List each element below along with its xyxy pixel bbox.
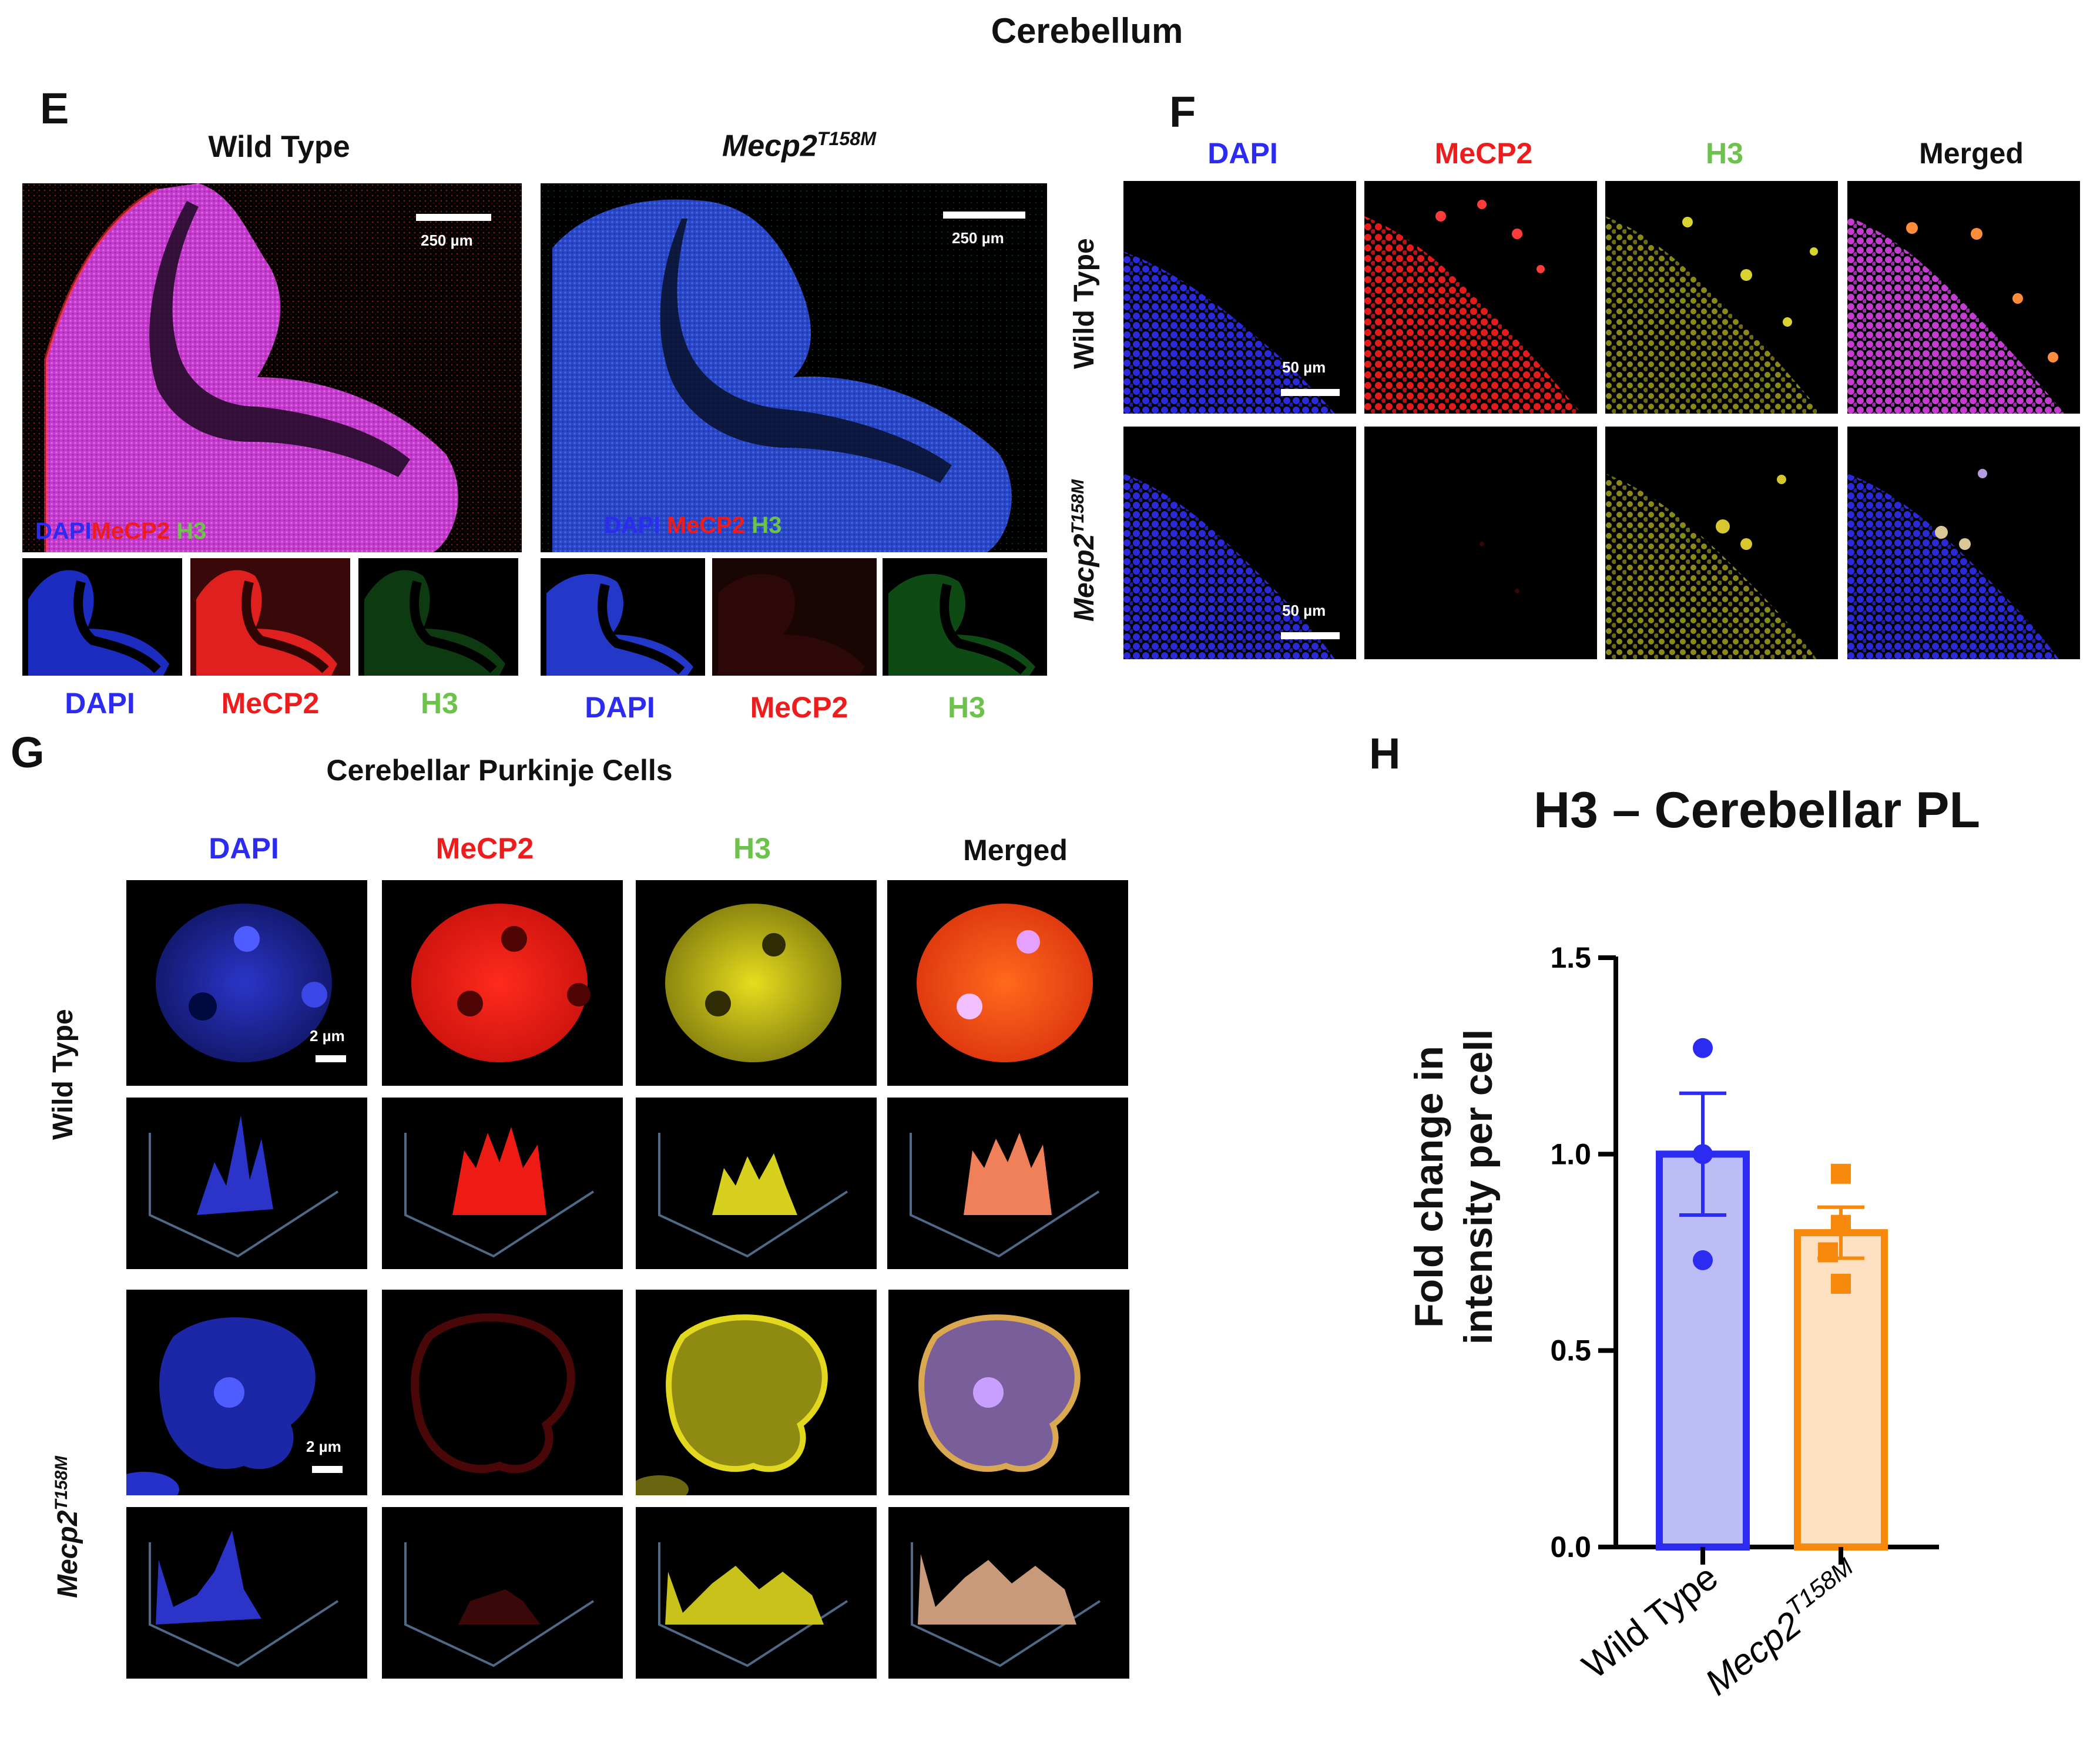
e-wildtype-overview-image: 250 µm DAPIMeCP2 H3 <box>22 183 522 552</box>
point-0-1 <box>1693 1144 1713 1165</box>
e-title-wild-type: Wild Type <box>208 130 350 164</box>
f-wt-mecp2-tile <box>1364 181 1597 414</box>
g-wt-scalebar <box>316 1055 346 1062</box>
x-label-1-base: Mecp2 <box>1698 1604 1809 1703</box>
e-wt-h3-tile <box>358 558 518 676</box>
y-tick-label-1: 0.5 <box>1550 1334 1591 1367</box>
f-col-mecp2: MeCP2 <box>1434 137 1533 170</box>
g-col-merged: Merged <box>963 834 1068 867</box>
f-wt-scalebar-label: 50 µm <box>1282 358 1326 376</box>
g-mut-mecp2-nucleus <box>382 1290 623 1495</box>
e-mut-scalebar <box>943 212 1025 219</box>
point-0-2 <box>1693 1250 1713 1270</box>
x-label-1-sup: T158M <box>1781 1553 1859 1622</box>
g-wt-merged-surface <box>887 1098 1128 1269</box>
g-mut-h3-nucleus <box>636 1290 877 1495</box>
f-mut-scalebar <box>1281 632 1340 639</box>
panel-letter-e: E <box>40 84 69 133</box>
g-mut-scalebar <box>312 1466 343 1473</box>
e-mut-overlay-legend: DAPI MeCP2 H3 <box>604 512 782 538</box>
g-col-dapi: DAPI <box>209 832 279 865</box>
e-mut-label-dapi: DAPI <box>585 691 655 724</box>
y-tick-label-2: 1.0 <box>1550 1137 1591 1170</box>
f-mut-h3-tile <box>1605 427 1838 659</box>
panel-letter-f: F <box>1169 88 1196 136</box>
e-mecp2-overview-image: 250 µm DAPI MeCP2 H3 <box>541 183 1047 552</box>
e-wt-label-dapi: DAPI <box>65 687 135 720</box>
point-1-1 <box>1831 1214 1851 1235</box>
point-1-3 <box>1831 1273 1851 1294</box>
y-tick-label-0: 0.0 <box>1550 1531 1591 1563</box>
f-row-mecp2: Mecp2T158M <box>1068 479 1100 622</box>
g-wt-merged-nucleus <box>887 880 1128 1086</box>
y-tick-label-3: 1.5 <box>1550 941 1591 974</box>
g-mut-h3-surface <box>636 1507 877 1679</box>
g-wt-mecp2-nucleus <box>382 880 623 1086</box>
e-wt-overlay-legend: DAPIMeCP2 H3 <box>35 518 207 544</box>
e-wt-mecp2-tile <box>190 558 350 676</box>
f-mut-dapi-tile: 50 µm <box>1123 427 1356 659</box>
g-mut-scalebar-label: 2 µm <box>306 1438 341 1455</box>
f-mut-scalebar-label: 50 µm <box>1282 602 1326 619</box>
point-1-0 <box>1831 1163 1851 1184</box>
e-mut-scalebar-label: 250 µm <box>952 229 1004 247</box>
bar-0 <box>1656 1150 1750 1551</box>
e-wt-scalebar-label: 250 µm <box>421 231 473 249</box>
point-1-2 <box>1818 1242 1838 1263</box>
panel-letter-h: H <box>1369 729 1401 778</box>
g-wt-h3-nucleus <box>636 880 877 1086</box>
g-wt-scalebar-label: 2 µm <box>310 1027 345 1045</box>
e-wt-label-h3: H3 <box>421 687 458 720</box>
g-wt-dapi-nucleus: 2 µm <box>126 880 367 1086</box>
x-label-1: Mecp2T158M <box>1695 1553 1870 1704</box>
g-row-wild-type: Wild Type <box>48 1009 79 1140</box>
f-col-dapi: DAPI <box>1207 137 1278 170</box>
f-wt-h3-tile <box>1605 181 1838 414</box>
g-mut-merged-nucleus <box>888 1290 1129 1495</box>
g-mut-dapi-nucleus: 2 µm <box>126 1290 367 1495</box>
g-row-mecp2: Mecp2T158M <box>52 1456 83 1598</box>
g-col-mecp2: MeCP2 <box>435 832 534 865</box>
e-mut-label-mecp2: MeCP2 <box>750 691 848 724</box>
g-wt-dapi-surface <box>126 1098 367 1269</box>
panel-letter-g: G <box>11 728 45 777</box>
g-col-h3: H3 <box>733 832 771 865</box>
f-wt-merged-tile <box>1847 181 2080 414</box>
f-wt-dapi-tile: 50 µm <box>1123 181 1356 414</box>
f-row-wild-type: Wild Type <box>1069 238 1100 369</box>
f-col-h3: H3 <box>1706 137 1743 170</box>
e-mut-dapi-tile <box>541 558 705 676</box>
e-mut-mecp2-tile <box>712 558 877 676</box>
f-mut-merged-tile <box>1847 427 2080 659</box>
g-wt-h3-surface <box>636 1098 877 1269</box>
e-wt-dapi-tile <box>22 558 182 676</box>
g-mut-dapi-surface <box>126 1507 367 1679</box>
f-wt-scalebar <box>1281 389 1340 396</box>
e-wt-label-mecp2: MeCP2 <box>221 687 320 720</box>
main-title: Cerebellum <box>991 11 1183 51</box>
f-mut-mecp2-tile <box>1364 427 1597 659</box>
g-wt-mecp2-surface <box>382 1098 623 1269</box>
g-mut-mecp2-surface <box>382 1507 623 1679</box>
e-mut-label-h3: H3 <box>948 691 985 724</box>
e-title-mecp2: Mecp2T158M <box>722 128 877 163</box>
g-mut-merged-surface <box>888 1507 1129 1679</box>
g-title: Cerebellar Purkinje Cells <box>326 754 673 787</box>
e-mut-h3-tile <box>883 558 1047 676</box>
e-wt-scalebar <box>416 214 491 221</box>
chart-title: H3 – Cerebellar PL <box>1533 782 1981 838</box>
point-0-0 <box>1693 1038 1713 1058</box>
f-col-merged: Merged <box>1919 137 2024 170</box>
chart-ylabel: Fold change in intensity per cell <box>1407 1029 1501 1345</box>
